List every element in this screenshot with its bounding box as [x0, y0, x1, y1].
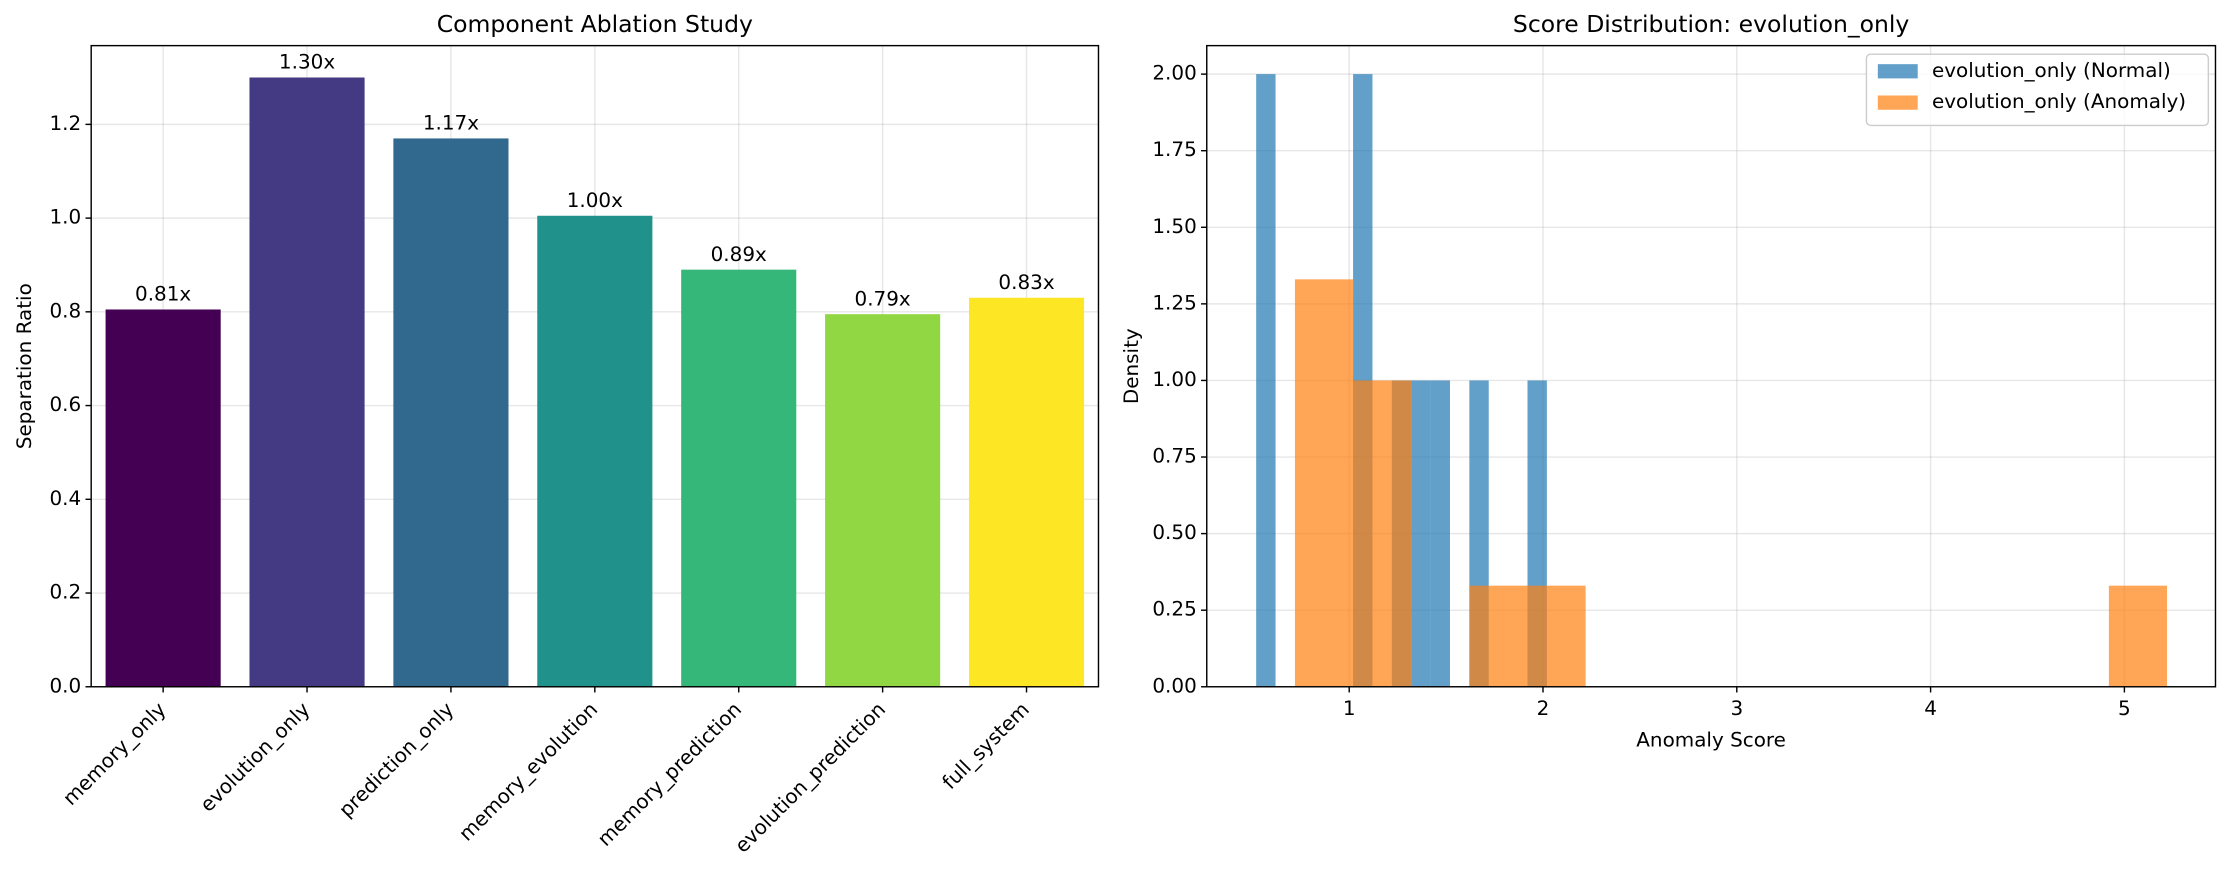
legend-swatch: [1877, 95, 1918, 110]
y-tick-label: 1.75: [1152, 137, 1196, 161]
y-tick-label: 0.8: [49, 298, 81, 322]
y-tick-label: 2.00: [1152, 61, 1196, 85]
legend-box: [1865, 53, 2210, 127]
value-label: 0.83x: [998, 270, 1054, 294]
bar: [968, 297, 1085, 687]
legend-label: evolution_only (Normal): [1932, 58, 2171, 82]
plot-frame: [90, 44, 1100, 688]
y-tick-label: 0.50: [1152, 520, 1196, 544]
y-tick-label: 0.0: [49, 673, 81, 697]
y-axis-label: Density: [1119, 328, 1143, 404]
bar: [249, 77, 365, 687]
x-tick-label: 5: [2118, 696, 2131, 720]
legend-swatch: [1877, 64, 1918, 79]
y-tick-label: 1.0: [49, 205, 81, 229]
histogram-bar: [1469, 585, 1528, 687]
chart-title: Score Distribution: evolution_only: [1513, 10, 1910, 38]
y-tick-label: 1.00: [1152, 367, 1196, 391]
legend-label: evolution_only (Anomaly): [1932, 89, 2186, 113]
x-tick-label: 4: [1924, 696, 1937, 720]
y-tick-label: 1.25: [1152, 290, 1196, 314]
x-tick-label: prediction_only: [334, 697, 459, 822]
x-tick-label: memory_only: [58, 697, 171, 810]
y-tick-label: 1.2: [49, 111, 81, 135]
y-tick-label: 0.4: [49, 486, 81, 510]
y-tick-label: 0.00: [1152, 673, 1196, 697]
value-label: 0.89x: [711, 242, 767, 266]
y-tick-label: 0.6: [49, 392, 81, 416]
bar: [825, 314, 941, 687]
histogram-bar: [1256, 74, 1276, 687]
value-label: 1.00x: [567, 188, 623, 212]
y-axis-label: Separation Ratio: [12, 283, 36, 449]
y-tick-label: 1.50: [1152, 214, 1196, 238]
x-tick-label: evolution_prediction: [730, 697, 890, 857]
bar: [681, 269, 797, 687]
value-label: 1.17x: [423, 111, 479, 135]
value-label: 0.81x: [135, 282, 191, 306]
histogram-bar: [2108, 585, 2168, 687]
plot-frame: [1206, 44, 2217, 688]
y-tick-label: 0.25: [1152, 597, 1196, 621]
bar: [105, 309, 221, 687]
bar: [537, 215, 653, 687]
x-tick-label: 3: [1730, 696, 1743, 720]
histogram-bar: [1353, 380, 1412, 687]
histogram-bar: [1411, 380, 1431, 687]
histogram-bar: [1527, 585, 1586, 687]
value-label: 1.30x: [279, 50, 335, 74]
bar: [393, 138, 509, 687]
x-tick-label: full_system: [937, 697, 1034, 794]
x-tick-label: 2: [1537, 696, 1550, 720]
histogram-bar: [1430, 380, 1450, 687]
x-tick-label: 1: [1343, 696, 1356, 720]
x-axis-label: Anomaly Score: [1636, 727, 1786, 751]
y-tick-label: 0.75: [1152, 444, 1196, 468]
x-tick-label: evolution_only: [195, 697, 314, 816]
x-tick-label: memory_prediction: [592, 697, 746, 851]
value-label: 0.79x: [855, 286, 911, 310]
chart-title: Component Ablation Study: [437, 10, 753, 38]
y-tick-label: 0.2: [49, 580, 81, 604]
x-tick-label: memory_evolution: [454, 697, 602, 845]
histogram-bar: [1294, 279, 1354, 687]
